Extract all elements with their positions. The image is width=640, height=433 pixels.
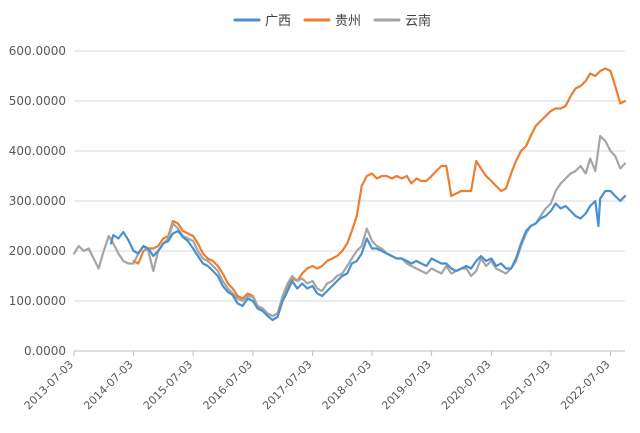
x-tick-label: 2020-07-03 — [439, 358, 493, 412]
y-tick-label: 200.0000 — [9, 244, 66, 258]
y-tick-label: 600.0000 — [9, 44, 66, 58]
y-axis: 0.0000 100.0000 200.0000 300.0000 400.0000 50… — [9, 44, 66, 358]
y-tick-label: 500.0000 — [9, 94, 66, 108]
x-tick-label: 2021-07-03 — [499, 358, 553, 412]
x-tick-label: 2022-07-03 — [558, 358, 612, 412]
series-line-guangxi — [109, 189, 627, 322]
x-tick-label: 2015-07-03 — [141, 358, 195, 412]
y-tick-label: 0.0000 — [24, 344, 66, 358]
x-tick-label: 2017-07-03 — [260, 358, 314, 412]
x-tick-label: 2018-07-03 — [320, 358, 374, 412]
y-tick-label: 100.0000 — [9, 294, 66, 308]
x-tick-label: 2019-07-03 — [379, 358, 433, 412]
chart-gridlines — [74, 50, 625, 302]
legend-label-guangxi: 广西 — [265, 14, 291, 29]
x-axis: 2013-07-03 2014-07-03 2015-07-03 2016-07-03… — [22, 350, 625, 412]
y-tick-label: 400.0000 — [9, 144, 66, 158]
legend-label-guizhou: 贵州 — [335, 14, 361, 29]
series-line-yunnan — [72, 134, 627, 318]
x-tick-label: 2014-07-03 — [81, 358, 135, 412]
series-line-guizhou — [132, 67, 627, 318]
legend-label-yunnan: 云南 — [405, 13, 431, 29]
chart-legend: 广西 贵州 云南 — [233, 13, 431, 29]
x-tick-label: 2016-07-03 — [201, 358, 255, 412]
x-tick-label: 2013-07-03 — [22, 358, 76, 412]
plot-area — [72, 67, 627, 322]
y-tick-label: 300.0000 — [9, 194, 66, 208]
